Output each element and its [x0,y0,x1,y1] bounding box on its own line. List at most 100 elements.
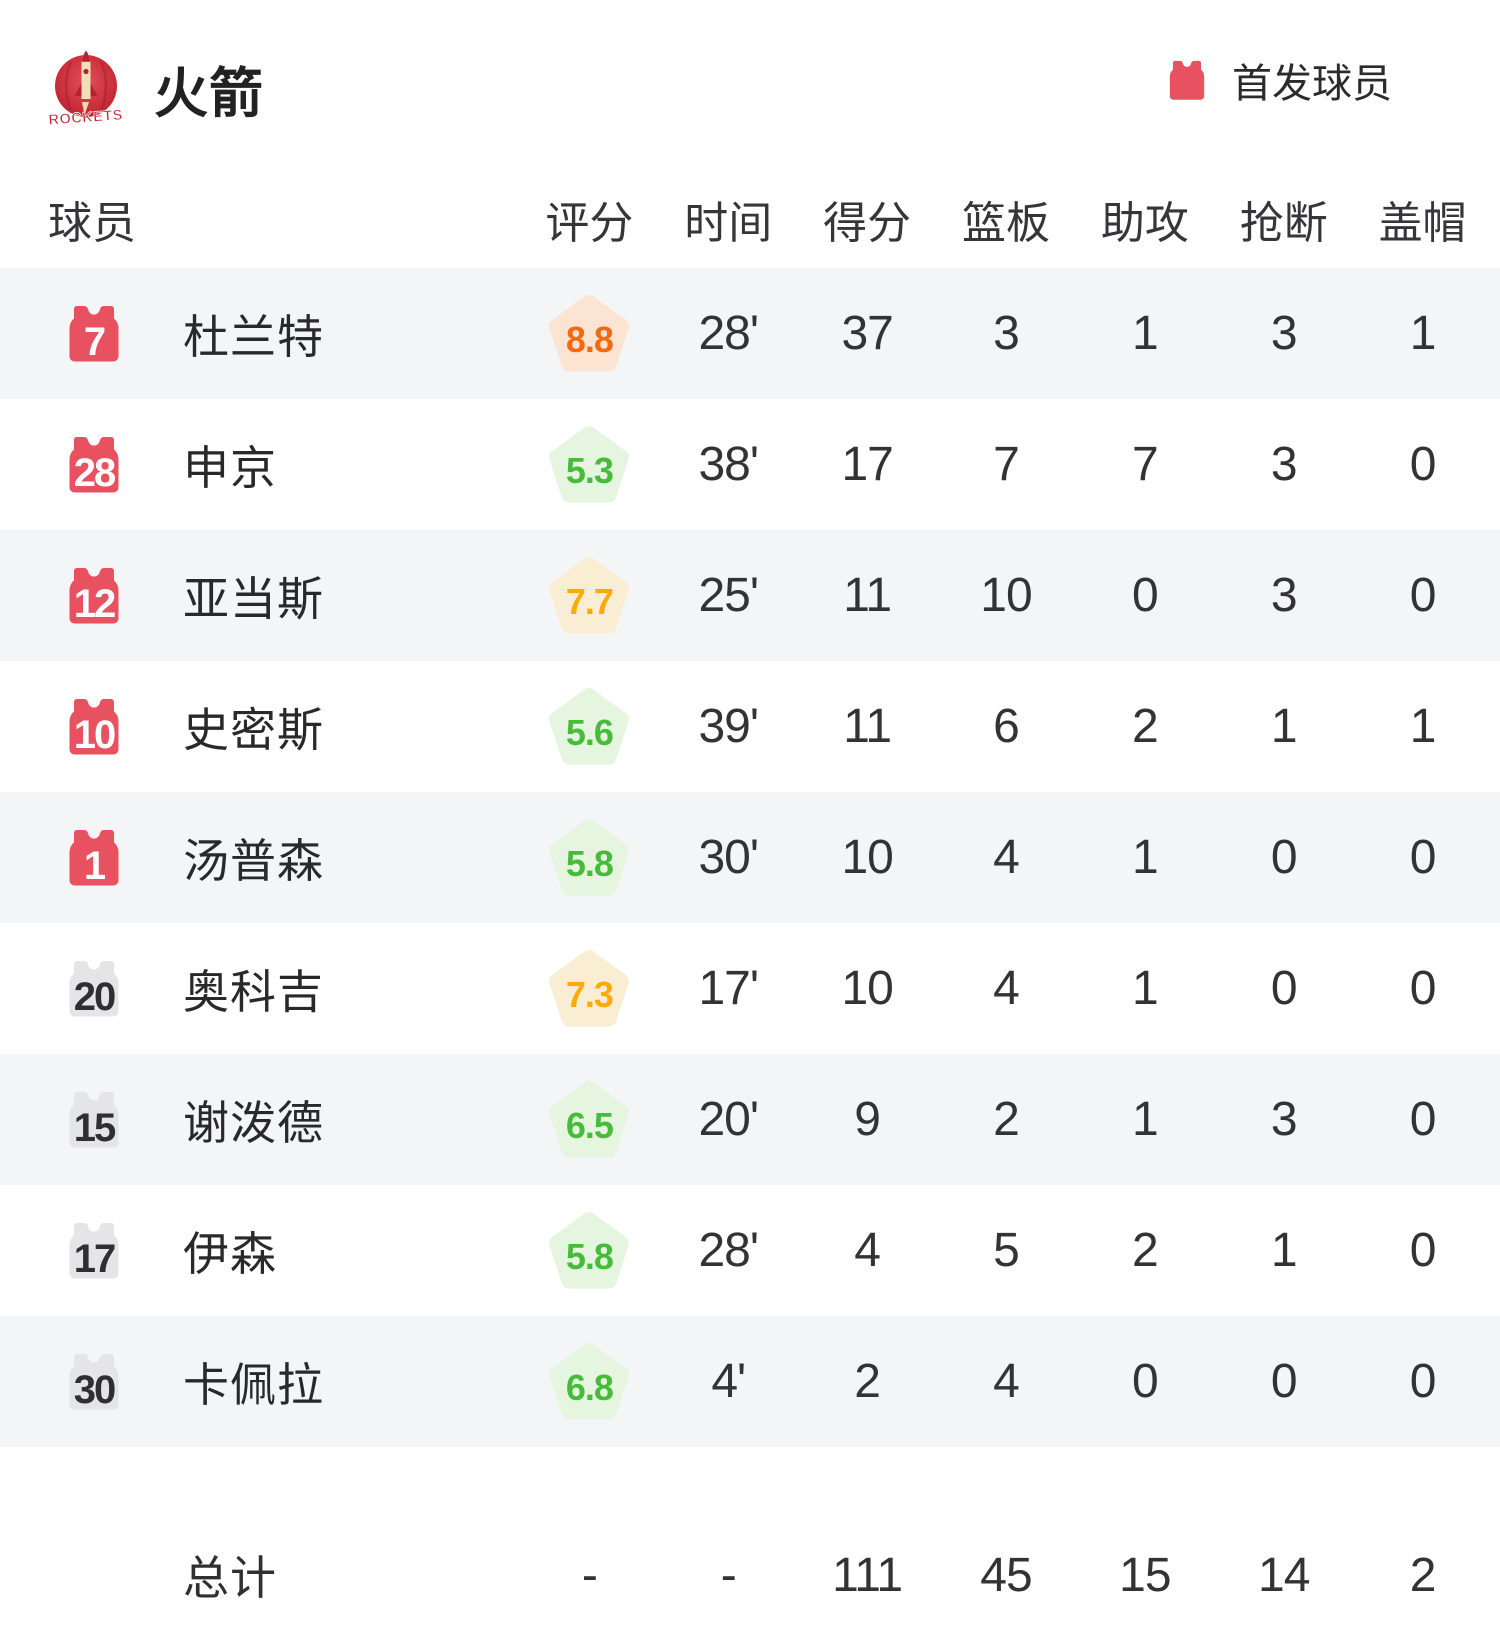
stat-assists: 0 [1132,569,1159,622]
stat-blocks: 1 [1409,700,1437,753]
stat-time: 28' [698,307,759,360]
stat-blocks: 0 [1409,831,1437,884]
table-row[interactable]: 28 申京 5.3 38' 17 7 7 3 0 [0,399,1500,530]
team-identity: ROCKETS 火箭 [48,46,264,130]
table-row[interactable]: 10 史密斯 5.6 39' 11 6 2 1 1 [0,661,1500,792]
rating-value: 7.3 [565,973,614,1015]
stat-rebounds: 5 [993,1224,1020,1277]
player-name: 亚当斯 [183,572,324,625]
jersey-cell: 12 [0,563,183,629]
totals-row: 总计 - - 111 45 15 14 2 [0,1447,1500,1648]
total-rating: - [581,1548,598,1602]
jersey-icon: 17 [64,1218,124,1284]
rating-cell: 7.3 [520,946,659,1032]
pentagon-icon [549,1342,630,1420]
stat-time: 30' [698,831,759,884]
table-row[interactable]: 20 奥科吉 7.3 17' 10 4 1 0 0 [0,923,1500,1054]
stat-time: 38' [698,438,759,491]
rating-badge: 6.5 [548,1077,630,1163]
jersey-number: 28 [73,450,117,495]
stat-points: 9 [854,1093,881,1146]
table-row[interactable]: 12 亚当斯 7.7 25' 11 10 0 3 0 [0,530,1500,661]
stat-rebounds: 6 [993,700,1020,753]
stat-points: 11 [843,569,892,622]
pentagon-icon [549,425,630,503]
table-row[interactable]: 1 汤普森 5.8 30' 10 4 1 0 0 [0,792,1500,923]
rating-badge: 6.8 [548,1339,630,1425]
stat-rebounds: 4 [993,831,1020,884]
jersey-number: 1 [83,843,106,888]
stat-time: 28' [698,1224,759,1277]
stat-assists: 1 [1132,307,1159,360]
stat-blocks: 0 [1409,962,1437,1015]
stat-assists: 7 [1132,438,1159,491]
stat-time: 39' [698,700,759,753]
logo-wordmark: ROCKETS [48,107,123,128]
pentagon-icon [549,949,630,1027]
column-header-steals: 抢断 [1239,199,1328,248]
column-header-rebounds: 篮板 [961,199,1050,248]
player-name: 谢泼德 [183,1096,324,1149]
stat-points: 17 [841,438,893,491]
jersey-number: 15 [73,1105,117,1150]
pentagon-icon [549,1211,630,1289]
jersey-icon: 12 [64,563,124,629]
stat-rebounds: 2 [993,1093,1020,1146]
stat-points: 10 [841,831,893,884]
stat-time: 20' [698,1093,759,1146]
total-blocks: 2 [1409,1548,1437,1602]
stat-points: 37 [841,307,893,360]
stat-assists: 2 [1132,700,1159,753]
table-row[interactable]: 7 杜兰特 8.8 28' 37 3 1 3 1 [0,268,1500,399]
pentagon-icon [549,818,630,896]
stat-blocks: 1 [1409,307,1437,360]
table-row[interactable]: 17 伊森 5.8 28' 4 5 2 1 0 [0,1185,1500,1316]
table-row[interactable]: 15 谢泼德 6.5 20' 9 2 1 3 0 [0,1054,1500,1185]
player-name: 申京 [183,441,277,494]
stat-time: 17' [698,962,759,1015]
jersey-icon: 1 [64,825,124,891]
rating-value: 5.8 [565,842,614,884]
rating-cell: 5.3 [520,422,659,508]
stat-assists: 2 [1132,1224,1159,1277]
stat-steals: 0 [1270,1355,1298,1408]
totals-label: 总计 [183,1552,277,1604]
total-rebounds: 45 [980,1548,1032,1602]
rating-value: 6.8 [565,1366,614,1408]
stat-steals: 1 [1270,1224,1298,1277]
stat-blocks: 0 [1409,1093,1437,1146]
column-header-rating: 评分 [545,199,634,248]
jersey-icon: 20 [64,956,124,1022]
total-assists: 15 [1119,1548,1171,1602]
jersey-number: 17 [73,1236,117,1281]
total-time: - [720,1548,737,1602]
stat-steals: 0 [1270,962,1298,1015]
team-name: 火箭 [154,63,264,124]
stat-blocks: 0 [1409,438,1437,491]
player-name: 汤普森 [183,834,324,887]
stat-rebounds: 4 [993,1355,1020,1408]
table-header-row: 球员 评分 时间 得分 篮板 助攻 抢断 盖帽 [0,170,1500,268]
rating-badge: 5.8 [548,815,630,901]
stat-points: 10 [841,962,893,1015]
jersey-number: 30 [73,1367,117,1412]
rating-value: 5.3 [565,449,614,491]
rating-badge: 5.6 [548,684,630,770]
total-points: 111 [832,1548,903,1602]
jersey-number: 20 [73,974,117,1019]
stat-rebounds: 7 [993,438,1020,491]
jersey-icon: 10 [64,694,124,760]
stat-blocks: 0 [1409,1355,1437,1408]
pentagon-icon [549,687,630,765]
player-name: 杜兰特 [183,310,324,363]
rating-value: 7.7 [565,580,614,622]
team-header: ROCKETS 火箭 首发球员 [0,0,1500,170]
jersey-number: 12 [73,581,117,626]
stat-steals: 3 [1270,1093,1298,1146]
table-row[interactable]: 30 卡佩拉 6.8 4' 2 4 0 0 0 [0,1316,1500,1447]
stat-blocks: 0 [1409,569,1437,622]
player-name: 奥科吉 [183,965,324,1018]
stat-assists: 1 [1132,1093,1159,1146]
pentagon-icon [549,556,630,634]
stat-steals: 1 [1270,700,1298,753]
